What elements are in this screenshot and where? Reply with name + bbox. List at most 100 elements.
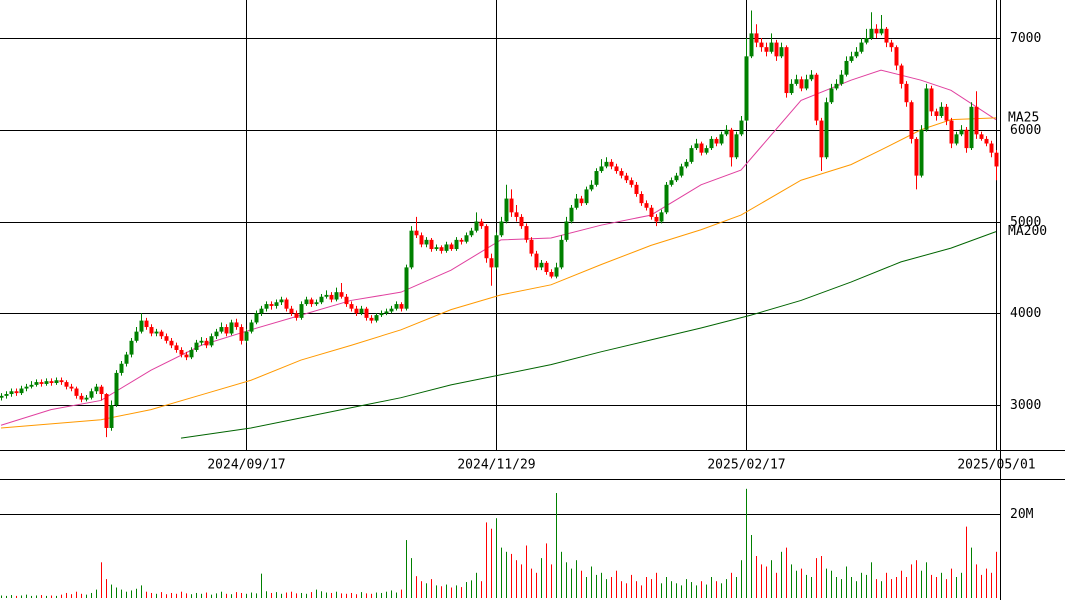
y-tick-label: 7000 <box>1010 31 1041 46</box>
candle-body <box>594 171 599 185</box>
volume-bar <box>226 593 227 598</box>
candle-body <box>534 253 539 268</box>
candle-body <box>464 235 469 242</box>
candle-body <box>114 372 119 406</box>
volume-bar <box>911 564 912 598</box>
candle-body <box>499 221 504 236</box>
candle-body <box>159 331 164 337</box>
volume-bar <box>736 577 737 598</box>
volume-bar <box>406 540 407 598</box>
volume-bar <box>541 558 542 598</box>
volume-bar <box>421 581 422 598</box>
volume-bar <box>881 581 882 598</box>
candle-body <box>839 74 844 84</box>
candle-body <box>359 308 364 314</box>
volume-bar <box>516 560 517 598</box>
volume-bar <box>91 592 92 598</box>
volume-bar <box>491 528 492 598</box>
candle-body <box>169 340 174 346</box>
candle-body <box>129 340 134 355</box>
volume-bar <box>431 579 432 598</box>
volume-bar <box>961 572 962 598</box>
volume-bar <box>81 593 82 598</box>
volume-bar <box>576 560 577 598</box>
candle-body <box>34 382 39 385</box>
candle-body <box>824 102 829 158</box>
candle-body <box>989 143 994 153</box>
candle-body <box>104 394 109 428</box>
volume-bar <box>236 592 237 598</box>
volume-bar <box>386 591 387 598</box>
candle-body <box>644 203 649 208</box>
volume-bar <box>476 572 477 598</box>
candle-body <box>874 28 879 34</box>
volume-bar <box>351 592 352 598</box>
candle-body <box>119 363 124 373</box>
volume-bar <box>951 568 952 598</box>
candle-body <box>259 308 264 314</box>
volume-bar <box>46 595 47 598</box>
volume-bar <box>826 568 827 598</box>
candle-body <box>984 138 989 144</box>
candle-body <box>904 83 909 103</box>
candle-body <box>899 65 904 84</box>
candle-body <box>939 106 944 116</box>
volume-bar <box>661 583 662 598</box>
volume-bar <box>256 593 257 598</box>
candle-body <box>909 102 914 139</box>
candle-body <box>754 33 759 43</box>
legend-label: MA25 <box>1008 110 1039 125</box>
volume-bar <box>806 574 807 598</box>
candle-body <box>714 138 719 144</box>
volume-bar <box>326 592 327 598</box>
candle-body <box>599 166 604 172</box>
candle-body <box>589 184 594 190</box>
candle-body <box>539 262 544 268</box>
volume-bar <box>666 577 667 598</box>
candle-body <box>639 193 644 204</box>
x-tick-label: 2024/09/17 <box>207 458 285 473</box>
volume-bar <box>781 551 782 598</box>
candle-body <box>194 342 199 350</box>
candle-body <box>79 395 84 400</box>
volume-bar <box>86 594 87 598</box>
volume-bar <box>761 564 762 598</box>
volume-bar <box>266 591 267 598</box>
volume-bar <box>471 580 472 598</box>
volume-bar <box>641 585 642 598</box>
candle-body <box>154 331 159 334</box>
volume-bar <box>466 582 467 598</box>
candle-body <box>669 180 674 185</box>
candle-body <box>409 230 414 268</box>
volume-bar <box>271 592 272 598</box>
candle-body <box>64 382 69 387</box>
volume-bar <box>31 595 32 598</box>
candle-body <box>964 129 969 149</box>
volume-bar <box>66 592 67 598</box>
volume-bar <box>336 591 337 598</box>
candle-body <box>994 152 999 167</box>
volume-bar <box>841 579 842 598</box>
candle-body <box>484 226 489 259</box>
volume-tick-label: 20M <box>1010 507 1034 522</box>
volume-bar <box>916 560 917 598</box>
volume-bar <box>381 592 382 598</box>
candle-body <box>914 138 919 176</box>
candle-body <box>489 258 494 268</box>
candle-body <box>864 37 869 43</box>
y-tick-label: 5000 <box>1010 215 1041 230</box>
volume-bar <box>391 590 392 598</box>
candle-body <box>354 308 359 314</box>
candle-body <box>329 294 334 300</box>
candle-body <box>374 315 379 321</box>
candle-body <box>89 391 94 398</box>
volume-bar <box>621 581 622 598</box>
volume-bar <box>51 595 52 598</box>
volume-bar <box>831 570 832 598</box>
candle-body <box>529 239 534 254</box>
volume-bar <box>456 585 457 598</box>
volume-bar <box>366 593 367 598</box>
volume-bar <box>536 572 537 598</box>
